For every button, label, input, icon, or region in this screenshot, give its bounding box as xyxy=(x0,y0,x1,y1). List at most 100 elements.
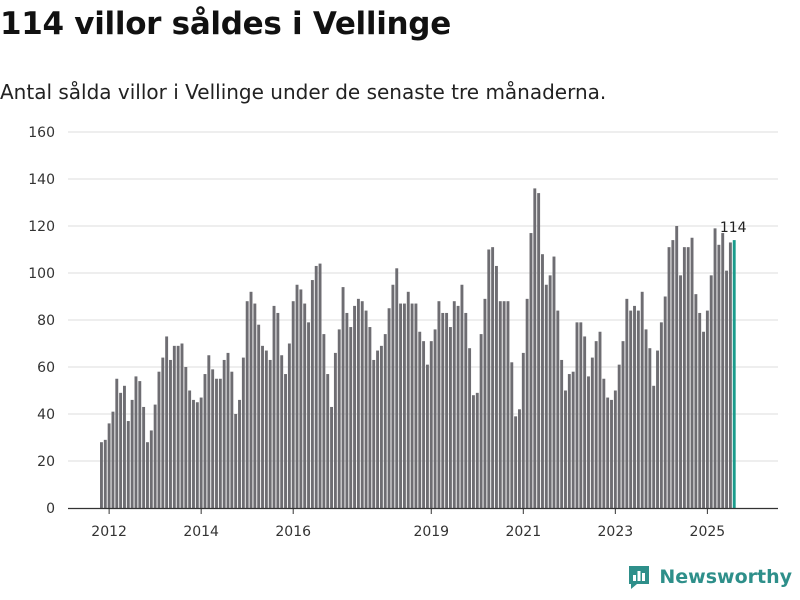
bar xyxy=(172,345,176,508)
bar xyxy=(100,442,103,508)
bar xyxy=(410,303,414,508)
bar xyxy=(567,374,571,508)
x-tick-label: 2023 xyxy=(598,524,634,540)
bar xyxy=(468,348,472,508)
bar xyxy=(284,374,287,508)
bar xyxy=(372,359,376,508)
bar xyxy=(544,284,548,508)
bar xyxy=(487,249,491,508)
bar xyxy=(498,301,502,508)
data-label-highlight: 114 xyxy=(720,220,747,236)
bar xyxy=(383,334,387,508)
axes: 0 20 40 60 80 100 120 140 160 114 2012 2014 2016 2019… xyxy=(28,125,778,540)
bar xyxy=(694,294,698,508)
bar xyxy=(652,385,656,508)
bar xyxy=(257,324,261,508)
bar xyxy=(636,310,640,508)
bar xyxy=(402,303,406,508)
bar xyxy=(138,381,142,508)
bar xyxy=(261,345,264,508)
bar xyxy=(192,399,195,508)
bar xyxy=(264,350,268,508)
x-tick-label: 2021 xyxy=(505,524,541,540)
bar xyxy=(529,233,533,509)
bar xyxy=(376,350,380,508)
bar xyxy=(682,247,686,508)
y-tick-label: 0 xyxy=(46,501,55,517)
bar xyxy=(310,280,314,508)
bar xyxy=(238,399,241,508)
bar xyxy=(598,331,602,508)
brand-name: Newsworthy xyxy=(659,566,792,588)
bar xyxy=(656,350,659,508)
bar xyxy=(690,237,694,508)
bar xyxy=(671,240,675,508)
bar xyxy=(245,301,249,508)
bar xyxy=(548,275,552,508)
bar xyxy=(395,268,399,508)
bar xyxy=(721,233,725,509)
bar xyxy=(610,399,613,508)
bar xyxy=(602,378,606,508)
bar xyxy=(667,247,671,508)
bar xyxy=(333,352,337,508)
x-tick-label: 2025 xyxy=(690,524,726,540)
bar xyxy=(564,390,567,508)
bar xyxy=(425,364,429,508)
bar xyxy=(422,341,426,508)
bar xyxy=(387,308,391,508)
bar xyxy=(291,301,295,508)
bar xyxy=(521,352,525,508)
bar xyxy=(705,310,709,508)
bar xyxy=(663,296,667,508)
bar xyxy=(146,442,149,508)
bar xyxy=(272,305,276,508)
bar xyxy=(215,378,218,508)
bar xyxy=(230,371,234,508)
bar xyxy=(464,312,468,508)
bar xyxy=(495,265,498,508)
bar xyxy=(475,392,479,508)
brand-logo: Newsworthy xyxy=(627,564,792,590)
bar xyxy=(356,298,360,508)
bar xyxy=(360,301,364,508)
x-tick-label: 2019 xyxy=(413,524,449,540)
bar xyxy=(180,343,184,508)
bar xyxy=(725,270,729,508)
bar xyxy=(307,322,310,508)
y-tick-label: 160 xyxy=(28,125,55,141)
bar xyxy=(115,378,119,508)
bar xyxy=(648,348,652,508)
bar xyxy=(728,242,732,508)
bar xyxy=(119,392,123,508)
bar xyxy=(702,331,705,508)
bar xyxy=(625,298,629,508)
x-tick-label: 2014 xyxy=(183,524,219,540)
bar xyxy=(679,275,682,508)
bar xyxy=(418,331,422,508)
bar xyxy=(552,256,556,508)
x-tick-label: 2012 xyxy=(91,524,127,540)
bar xyxy=(717,244,721,509)
bar xyxy=(103,439,107,508)
bar xyxy=(644,329,648,508)
bar xyxy=(176,345,180,508)
bar xyxy=(556,310,560,508)
bar xyxy=(391,284,395,508)
bar xyxy=(287,343,291,508)
bar xyxy=(471,395,475,508)
bar xyxy=(533,188,537,508)
page-subtitle: Antal sålda villor i Vellinge under de s… xyxy=(0,80,607,104)
bar xyxy=(575,322,579,508)
bar xyxy=(633,305,636,508)
y-tick-label: 80 xyxy=(37,313,55,329)
bar xyxy=(295,284,299,508)
bar xyxy=(126,421,130,508)
bar xyxy=(479,334,483,508)
bar xyxy=(107,423,111,508)
bar xyxy=(483,298,487,508)
bar xyxy=(226,352,230,508)
x-tick-label: 2016 xyxy=(275,524,311,540)
bar xyxy=(253,303,257,508)
